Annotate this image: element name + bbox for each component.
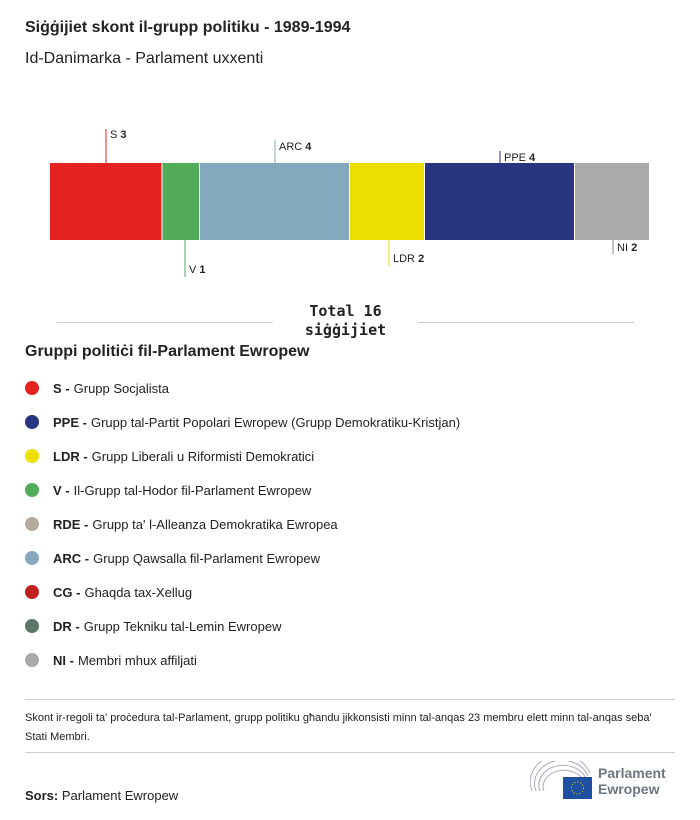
- divider: [25, 752, 675, 753]
- data-label-s: S 3: [110, 129, 127, 141]
- legend-dot: [25, 415, 39, 429]
- divider: [57, 322, 273, 323]
- legend-name: Grupp Socjalista: [73, 380, 170, 396]
- legend-abbr: RDE -: [53, 516, 89, 532]
- source: Sors: Parlament Ewropew: [25, 788, 178, 803]
- logo-line2: Ewropew: [598, 781, 660, 797]
- legend-item: RDE - Grupp ta' l-Alleanza Demokratika Ew…: [25, 507, 460, 541]
- legend-abbr: PPE -: [53, 414, 87, 430]
- legend-abbr: S -: [53, 380, 70, 396]
- legend: S - Grupp Socjalista PPE - Grupp tal-Partit…: [25, 371, 460, 677]
- divider: [418, 322, 634, 323]
- legend-name: Grupp Qawsalla fil-Parlament Ewropew: [93, 550, 320, 566]
- legend-dot: [25, 449, 39, 463]
- legend-name: Grupp tal-Partit Popolari Ewropew (Grupp…: [90, 414, 461, 430]
- source-label: Sors:: [25, 788, 59, 803]
- data-label-ldr: LDR 2: [393, 253, 424, 265]
- legend-abbr: LDR -: [53, 448, 88, 464]
- legend-name: Membri mhux affiljati: [77, 652, 197, 668]
- legend-item: DR - Grupp Tekniku tal-Lemin Ewropew: [25, 609, 460, 643]
- legend-abbr: ARC -: [53, 550, 90, 566]
- legend-abbr: V -: [53, 482, 70, 498]
- total-label: Total 16 siġġijiet: [304, 302, 387, 339]
- ep-logo: Parlament Ewropew: [530, 761, 666, 801]
- legend-item: ARC - Grupp Qawsalla fil-Parlament Ewrope…: [25, 541, 460, 575]
- legend-abbr: DR -: [53, 618, 80, 634]
- parliament-logo-icon: [530, 761, 592, 799]
- legend-item: CG - Ghaqda tax-Xellug: [25, 575, 460, 609]
- bar-segment-ni: [575, 163, 649, 240]
- legend-item: LDR - Grupp Liberali u Riformisti Demokra…: [25, 439, 460, 473]
- data-label-ppe: PPE 4: [504, 152, 536, 164]
- legend-dot: [25, 517, 39, 531]
- data-label-v: V 1: [189, 264, 206, 276]
- bar-segment-ldr: [350, 163, 424, 240]
- bar-segment-s: [50, 163, 162, 240]
- legend-name: Grupp Liberali u Riformisti Demokratici: [91, 448, 315, 464]
- stacked-bar-chart: S 3 V 1 ARC 4 LDR 2 PPE 4 NI 2: [50, 129, 649, 277]
- divider: [25, 699, 675, 700]
- legend-name: Ghaqda tax-Xellug: [84, 584, 193, 600]
- legend-name: Grupp Tekniku tal-Lemin Ewropew: [83, 618, 282, 634]
- legend-item: V - Il-Grupp tal-Hodor fil-Parlament Ewro…: [25, 473, 460, 507]
- legend-dot: [25, 585, 39, 599]
- footnote: Skont ir-regoli ta' proċedura tal-Parlam…: [25, 712, 652, 743]
- legend-title: Gruppi politiċi fil-Parlament Ewropew: [25, 343, 310, 360]
- logo-line1: Parlament: [598, 765, 666, 781]
- legend-abbr: NI -: [53, 652, 74, 668]
- chart-subtitle: Id-Danimarka - Parlament uxxenti: [25, 50, 264, 67]
- legend-name: Il-Grupp tal-Hodor fil-Parlament Ewropew: [73, 482, 312, 498]
- legend-dot: [25, 551, 39, 565]
- chart-title: Siġġijiet skont il-grupp politiku - 1989…: [25, 19, 351, 36]
- bar-segment-arc: [200, 163, 349, 240]
- source-value: Parlament Ewropew: [61, 788, 179, 803]
- data-label-arc: ARC 4: [279, 141, 312, 153]
- legend-item: NI - Membri mhux affiljati: [25, 643, 460, 677]
- legend-dot: [25, 653, 39, 667]
- legend-item: S - Grupp Socjalista: [25, 371, 460, 405]
- bar-segment-ppe: [425, 163, 574, 240]
- legend-dot: [25, 483, 39, 497]
- bar-segment-v: [162, 163, 199, 240]
- legend-abbr: CG -: [53, 584, 81, 600]
- legend-name: Grupp ta' l-Alleanza Demokratika Ewropea: [92, 516, 338, 532]
- legend-dot: [25, 619, 39, 633]
- legend-item: PPE - Grupp tal-Partit Popolari Ewropew (…: [25, 405, 460, 439]
- data-label-ni: NI 2: [617, 242, 637, 254]
- legend-dot: [25, 381, 39, 395]
